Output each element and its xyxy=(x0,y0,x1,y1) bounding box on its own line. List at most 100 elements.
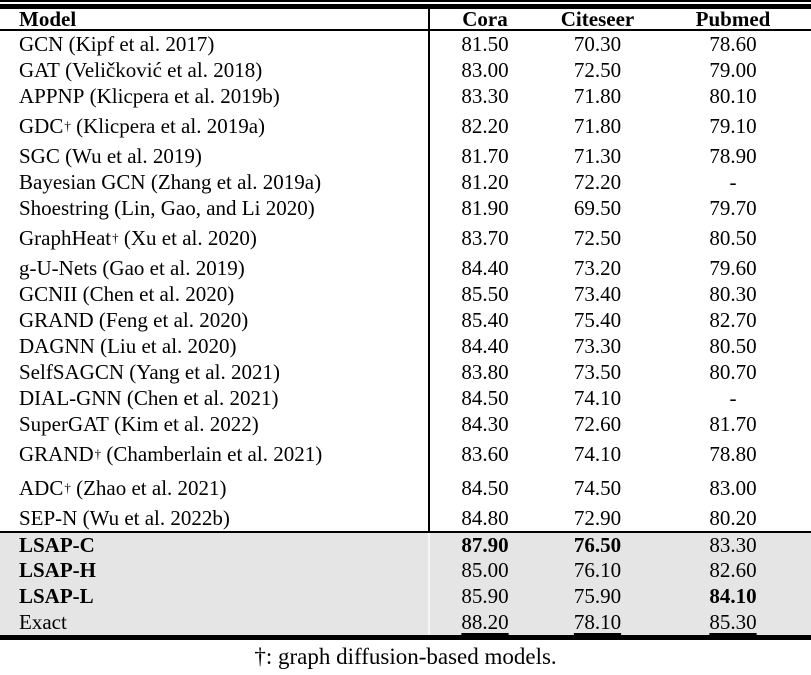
value-cell: 76.10 xyxy=(573,557,622,582)
value-cell: 83.60 xyxy=(461,441,509,466)
model-cell: GRAND † (Chamberlain et al. 2021) xyxy=(0,437,430,471)
model-cell: Shoestring (Lin, Gao, and Li 2020) xyxy=(0,195,430,221)
value-cell: 84.40 xyxy=(461,255,509,280)
value-cell: 81.20 xyxy=(461,169,509,194)
top-rule-gap xyxy=(0,2,811,4)
model-citation: (Xu et al. 2020) xyxy=(118,225,257,250)
value-cell: 85.00 xyxy=(461,557,509,582)
model-name: g-U-Nets xyxy=(19,255,98,280)
value-cell: 75.90 xyxy=(573,583,622,608)
model-cell: APPNP (Klicpera et al. 2019b) xyxy=(0,83,430,109)
model-name: Shoestring xyxy=(19,195,109,220)
value-cell: 84.40 xyxy=(461,333,509,358)
value-cell: 82.20 xyxy=(461,113,509,138)
value-cell: 80.30 xyxy=(709,281,757,306)
model-cell: GCNII (Chen et al. 2020) xyxy=(0,281,430,307)
table-row: GCN (Kipf et al. 2017) 81.50 70.30 78.60 xyxy=(0,31,811,57)
value-cell: 78.80 xyxy=(709,441,757,466)
value-cell: 84.30 xyxy=(461,411,509,436)
value-cell: 72.90 xyxy=(573,505,622,530)
value-cell: 80.50 xyxy=(709,333,757,358)
value-cell: 74.10 xyxy=(573,385,622,410)
model-name: GCN xyxy=(19,31,64,56)
model-citation: (Klicpera et al. 2019b) xyxy=(84,83,280,108)
top-thin-rule xyxy=(0,0,811,2)
model-name: GraphHeat xyxy=(19,225,112,250)
model-name: DAGNN xyxy=(19,333,95,358)
value-cell: 81.70 xyxy=(709,411,757,436)
model-name: SelfSAGCN xyxy=(19,359,125,384)
model-name: DIAL-GNN xyxy=(19,385,122,410)
table-header-row: Model Cora Citeseer Pubmed xyxy=(0,6,811,31)
model-cell: Exact xyxy=(0,609,430,635)
value-cell: 71.80 xyxy=(573,83,622,108)
model-name: ADC xyxy=(19,475,64,500)
table-row: APPNP (Klicpera et al. 2019b) 83.30 71.80 8… xyxy=(0,83,811,109)
value-cell: 88.20 xyxy=(461,609,509,634)
table-row: g-U-Nets (Gao et al. 2019) 84.40 73.20 79.6… xyxy=(0,255,811,281)
model-cell: GDC † (Klicpera et al. 2019a) xyxy=(0,109,430,143)
column-header-model: Model xyxy=(0,8,430,29)
table-row: LSAP-H 85.00 76.10 82.60 xyxy=(0,557,811,583)
model-citation: (Zhao et al. 2021) xyxy=(70,475,227,500)
value-cell: 84.80 xyxy=(461,505,509,530)
model-citation: (Gao et al. 2019) xyxy=(97,255,245,280)
model-citation: (Chen et al. 2020) xyxy=(77,281,235,306)
value-cell: 79.60 xyxy=(709,255,757,280)
table-row: Bayesian GCN (Zhang et al. 2019a) 81.20 72… xyxy=(0,169,811,195)
value-cell: 83.30 xyxy=(709,532,757,557)
model-cell: DAGNN (Liu et al. 2020) xyxy=(0,333,430,359)
table-row: GraphHeat † (Xu et al. 2020) 83.70 72.50 80.… xyxy=(0,221,811,255)
value-cell: 75.40 xyxy=(573,307,622,332)
value-cell: 83.30 xyxy=(461,83,509,108)
model-name: APPNP xyxy=(19,83,85,108)
model-name: SGC xyxy=(19,143,60,168)
value-cell: 74.50 xyxy=(573,475,622,500)
value-cell: 74.10 xyxy=(573,441,622,466)
value-cell: 70.30 xyxy=(573,31,622,56)
model-citation: (Wu et al. 2022b) xyxy=(77,505,230,530)
column-header-citeseer: Citeseer xyxy=(560,6,635,31)
model-cell: SuperGAT (Kim et al. 2022) xyxy=(0,411,430,437)
model-cell: ADC † (Zhao et al. 2021) xyxy=(0,471,430,505)
value-cell: 71.30 xyxy=(573,143,622,168)
table-row: GDC † (Klicpera et al. 2019a) 82.20 71.80 79… xyxy=(0,109,811,143)
model-citation: (Kim et al. 2022) xyxy=(108,411,259,436)
value-cell: 73.50 xyxy=(573,359,622,384)
value-cell: 79.10 xyxy=(709,113,757,138)
top-thick-rule xyxy=(0,4,811,9)
value-cell: 73.30 xyxy=(573,333,622,358)
column-header-cora: Cora xyxy=(462,6,508,31)
value-cell: 83.70 xyxy=(461,225,509,250)
column-header-pubmed: Pubmed xyxy=(695,6,771,31)
model-cell: GCN (Kipf et al. 2017) xyxy=(0,31,430,57)
value-cell: 85.50 xyxy=(461,281,509,306)
model-citation: (Chen et al. 2021) xyxy=(121,385,279,410)
value-cell: 82.70 xyxy=(709,307,757,332)
table-row: GCNII (Chen et al. 2020) 85.50 73.40 80.30 xyxy=(0,281,811,307)
value-cell: 84.50 xyxy=(461,385,509,410)
model-name: Exact xyxy=(19,609,67,634)
model-citation: (Feng et al. 2020) xyxy=(93,307,249,332)
value-cell: 80.10 xyxy=(709,83,757,108)
value-cell: 80.70 xyxy=(709,359,757,384)
table-row: SGC (Wu et al. 2019) 81.70 71.30 78.90 xyxy=(0,143,811,169)
bottom-thick-rule xyxy=(0,635,811,640)
model-citation: (Veličković et al. 2018) xyxy=(59,57,263,82)
model-name: SEP-N xyxy=(19,505,78,530)
table-footnote: †: graph diffusion-based models. xyxy=(254,643,557,669)
model-name: GRAND xyxy=(19,441,94,466)
model-citation: (Chamberlain et al. 2021) xyxy=(101,441,323,466)
value-cell: 78.90 xyxy=(709,143,757,168)
model-name: LSAP-L xyxy=(19,583,94,608)
model-citation: (Lin, Gao, and Li 2020) xyxy=(108,195,315,220)
value-cell: 87.90 xyxy=(461,532,509,557)
model-cell: SelfSAGCN (Yang et al. 2021) xyxy=(0,359,430,385)
value-cell: 85.30 xyxy=(709,609,757,634)
model-cell: DIAL-GNN (Chen et al. 2021) xyxy=(0,385,430,411)
table-row: Exact 88.20 78.10 85.30 xyxy=(0,609,811,635)
value-cell: 73.20 xyxy=(573,255,622,280)
value-cell: 78.10 xyxy=(573,609,622,634)
table-row: Shoestring (Lin, Gao, and Li 2020) 81.90 6… xyxy=(0,195,811,221)
